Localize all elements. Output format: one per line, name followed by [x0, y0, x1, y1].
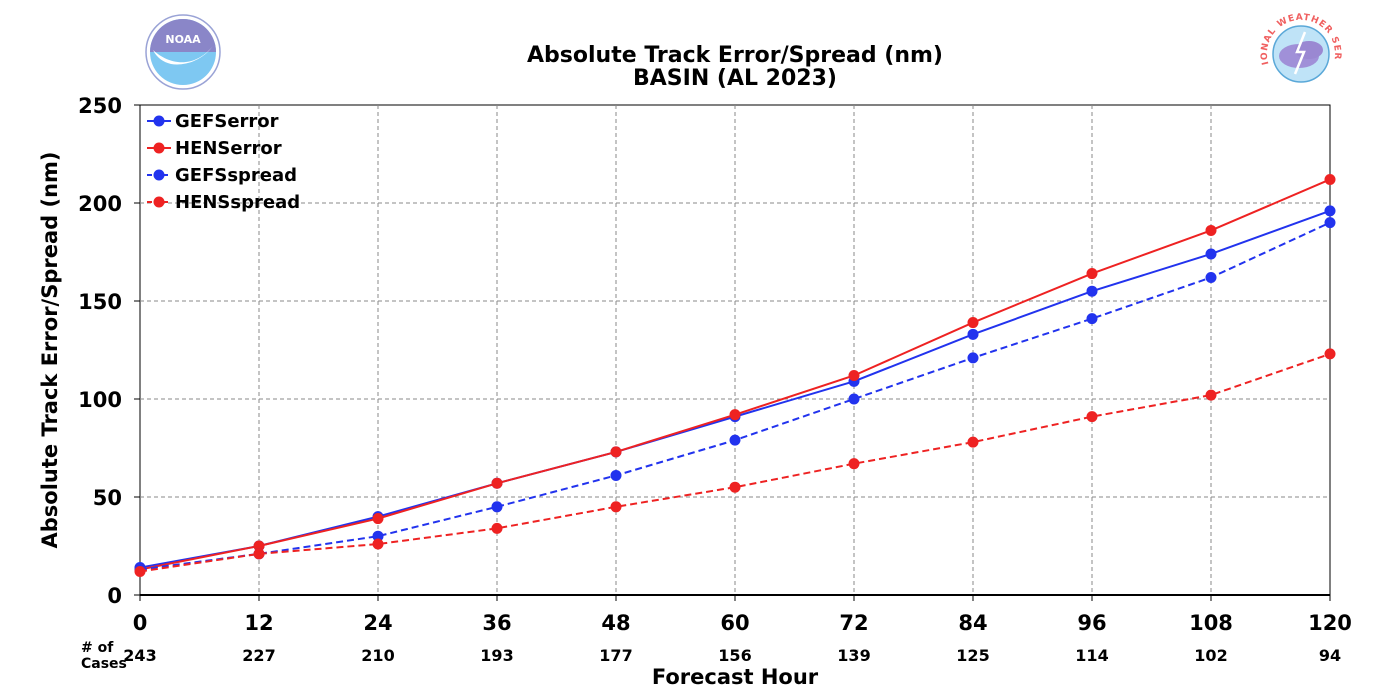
cases-count: 114 — [1075, 646, 1108, 665]
data-point — [729, 434, 741, 446]
cases-header-line1: # of — [81, 640, 114, 656]
data-point — [1205, 248, 1217, 260]
data-point — [967, 317, 979, 329]
data-point — [1086, 268, 1098, 280]
cases-count: 125 — [956, 646, 989, 665]
x-tick-label: 84 — [958, 611, 987, 635]
data-point — [134, 565, 146, 577]
legend-label: HENSerror — [175, 138, 282, 159]
data-point — [848, 458, 860, 470]
cases-row: 243 227 210 193 177 156 139 125 114 102 94 — [123, 646, 1341, 665]
data-point — [1205, 271, 1217, 283]
y-axis-label: Absolute Track Error/Spread (nm) — [38, 151, 62, 548]
noaa-logo-text: NOAA — [165, 33, 201, 46]
legend-marker — [153, 142, 165, 154]
data-point — [610, 446, 622, 458]
data-point — [1324, 173, 1336, 185]
data-point — [729, 409, 741, 421]
legend-label: GEFSerror — [175, 111, 279, 132]
series-HENSspread — [134, 348, 1336, 577]
legend-marker — [153, 196, 165, 208]
data-point — [1205, 389, 1217, 401]
x-tick-label: 60 — [720, 611, 749, 635]
data-point — [372, 513, 384, 525]
data-point — [1205, 224, 1217, 236]
legend-label: GEFSspread — [175, 165, 297, 186]
data-point — [372, 538, 384, 550]
legend-label: HENSspread — [175, 192, 300, 213]
x-tick-label: 0 — [133, 611, 148, 635]
cases-count: 102 — [1194, 646, 1227, 665]
series-line — [139, 352, 1331, 573]
grid — [140, 105, 1330, 595]
y-tick-label: 0 — [107, 584, 122, 608]
y-tick-label: 50 — [93, 486, 122, 510]
cases-count: 193 — [480, 646, 513, 665]
y-tick-label: 100 — [78, 388, 122, 412]
legend-item: GEFSerror — [147, 111, 279, 132]
data-point — [1086, 313, 1098, 325]
data-point — [848, 369, 860, 381]
data-point — [253, 548, 265, 560]
legend-marker — [153, 169, 165, 181]
data-point — [491, 501, 503, 513]
data-point — [610, 469, 622, 481]
cases-count: 243 — [123, 646, 156, 665]
cases-count: 227 — [242, 646, 275, 665]
y-tick-label: 200 — [78, 192, 122, 216]
legend-marker — [153, 115, 165, 127]
x-tick-label: 12 — [244, 611, 273, 635]
chart-subtitle: BASIN (AL 2023) — [633, 66, 837, 91]
nws-logo: NATIONAL WEATHER SERVICE — [1260, 13, 1341, 83]
data-point — [491, 477, 503, 489]
x-axis-ticks: 0 12 24 36 48 60 72 84 96 108 120 — [133, 595, 1352, 635]
cases-header-line2: Cases — [81, 656, 127, 672]
y-tick-label: 250 — [78, 94, 122, 118]
cases-count: 210 — [361, 646, 394, 665]
x-tick-label: 96 — [1077, 611, 1106, 635]
y-tick-label: 150 — [78, 290, 122, 314]
data-point — [1086, 411, 1098, 423]
legend: GEFSerror HENSerror GEFSspread HENSspread — [147, 111, 300, 213]
noaa-logo: NOAA — [145, 14, 221, 90]
x-tick-label: 72 — [839, 611, 868, 635]
data-point — [729, 481, 741, 493]
data-point — [253, 540, 265, 552]
data-point — [372, 530, 384, 542]
data-point — [491, 522, 503, 534]
data-point — [1324, 348, 1336, 360]
data-point — [1086, 285, 1098, 297]
data-point — [848, 393, 860, 405]
legend-item: HENSspread — [147, 192, 300, 213]
x-tick-label: 120 — [1308, 611, 1352, 635]
cases-count: 156 — [718, 646, 751, 665]
y-axis-ticks: 0 50 100 150 200 250 — [78, 94, 140, 608]
cases-count: 177 — [599, 646, 632, 665]
x-tick-label: 108 — [1189, 611, 1233, 635]
data-point — [1324, 217, 1336, 229]
data-point — [1324, 205, 1336, 217]
x-tick-label: 48 — [601, 611, 630, 635]
data-point — [967, 352, 979, 364]
cases-count: 139 — [837, 646, 870, 665]
series-layer — [134, 173, 1336, 577]
data-point — [967, 328, 979, 340]
cases-count: 94 — [1319, 646, 1341, 665]
legend-item: HENSerror — [147, 138, 282, 159]
x-tick-label: 24 — [363, 611, 392, 635]
chart-title: Absolute Track Error/Spread (nm) — [527, 43, 943, 68]
x-tick-label: 36 — [482, 611, 511, 635]
data-point — [610, 501, 622, 513]
x-axis-label: Forecast Hour — [652, 665, 819, 689]
data-point — [967, 436, 979, 448]
legend-item: GEFSspread — [147, 165, 297, 186]
